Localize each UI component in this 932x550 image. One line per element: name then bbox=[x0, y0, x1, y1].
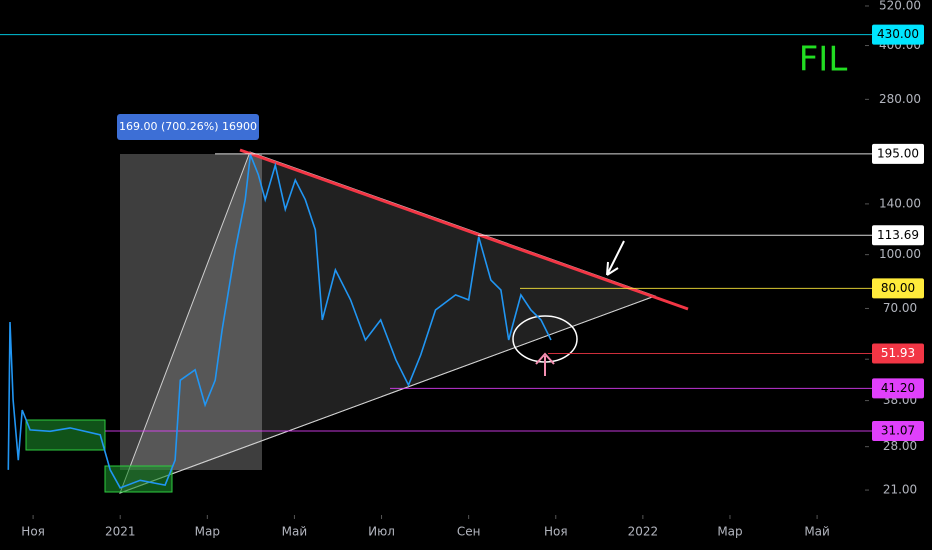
y-tick-label: 21.00 bbox=[883, 483, 917, 497]
support-line bbox=[119, 295, 656, 494]
x-tick-label: Мар bbox=[717, 525, 742, 539]
annotation-box bbox=[117, 114, 259, 140]
y-tick-label: 100.00 bbox=[879, 247, 921, 261]
x-tick-label: Ноя bbox=[21, 525, 45, 539]
level-label-box bbox=[872, 143, 924, 164]
x-tick-label: Май bbox=[282, 525, 308, 539]
x-tick-label: Сен bbox=[457, 525, 481, 539]
level-label-box bbox=[872, 378, 924, 399]
y-tick-label: 520.00 bbox=[879, 0, 921, 12]
annotation: 169.00 (700.26%) 16900 bbox=[119, 120, 257, 133]
level-label-box bbox=[872, 24, 924, 45]
x-tick-label: Мар bbox=[195, 525, 220, 539]
level-label-box bbox=[872, 420, 924, 441]
x-tick-label: 2021 bbox=[105, 525, 136, 539]
range-box bbox=[104, 465, 173, 493]
level-label: 41.20 bbox=[881, 381, 915, 395]
chart-title: FIL bbox=[799, 40, 848, 80]
x-tick-label: Май bbox=[804, 525, 830, 539]
x-tick-label: 2022 bbox=[628, 525, 659, 539]
arrow bbox=[535, 352, 555, 376]
y-tick-label: 28.00 bbox=[883, 439, 917, 453]
range-box bbox=[25, 419, 106, 451]
y-tick-label: 280.00 bbox=[879, 92, 921, 106]
resistance-line bbox=[239, 148, 689, 311]
y-tick-label: 140.00 bbox=[879, 196, 921, 210]
level-label: 113.69 bbox=[877, 228, 919, 242]
range-measure bbox=[120, 154, 262, 470]
price-line bbox=[7, 154, 552, 489]
level-label-box bbox=[872, 225, 924, 246]
level-label-box bbox=[872, 278, 924, 299]
level-label: 51.93 bbox=[881, 346, 915, 360]
level-label-box bbox=[872, 343, 924, 364]
level-label: 31.07 bbox=[881, 423, 915, 437]
level-label: 195.00 bbox=[877, 146, 919, 160]
arrow bbox=[606, 240, 625, 276]
y-tick-label: 70.00 bbox=[883, 301, 917, 315]
x-tick-label: Июл bbox=[368, 525, 395, 539]
level-label: 80.00 bbox=[881, 281, 915, 295]
level-label: 430.00 bbox=[877, 27, 919, 41]
x-tick-label: Ноя bbox=[544, 525, 568, 539]
